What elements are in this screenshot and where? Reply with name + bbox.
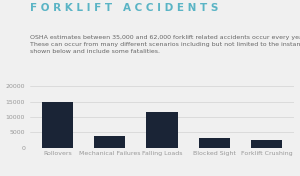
Bar <box>42 102 73 148</box>
Bar <box>146 112 178 148</box>
Bar <box>94 136 125 148</box>
Bar <box>199 138 230 148</box>
Text: OSHA estimates between 35,000 and 62,000 forklift related accidents occur every : OSHA estimates between 35,000 and 62,000… <box>30 35 300 54</box>
Text: F O R K L I F T   A C C I D E N T S: F O R K L I F T A C C I D E N T S <box>30 3 218 13</box>
Bar <box>251 140 282 148</box>
